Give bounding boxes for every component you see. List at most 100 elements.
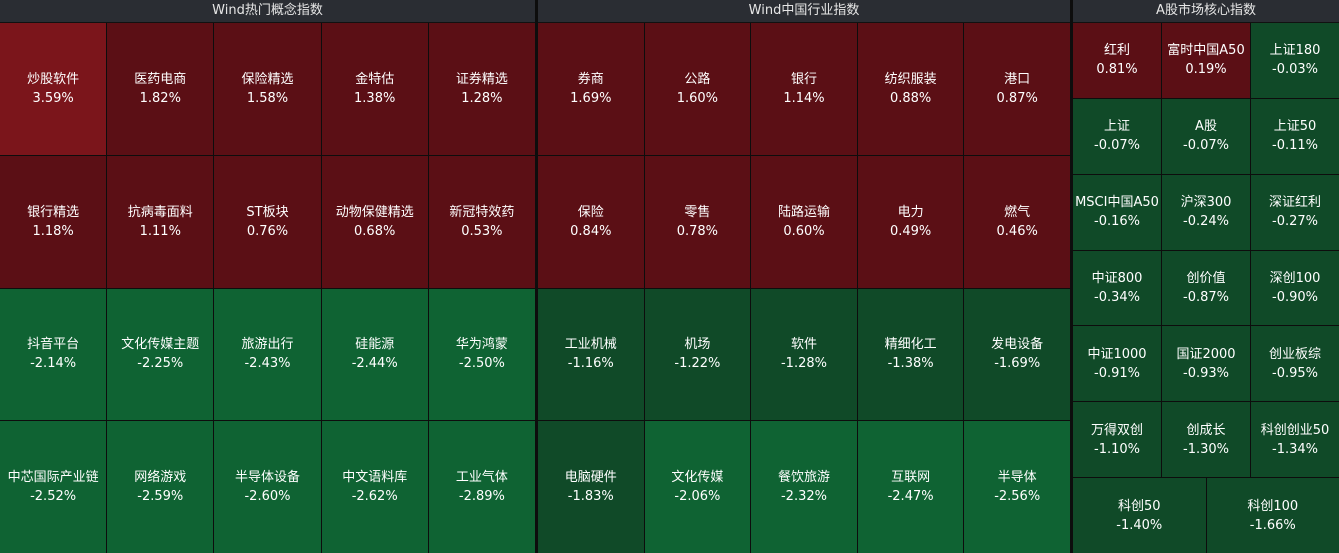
concept-tile[interactable]: 保险精选 1.58% (214, 23, 321, 155)
concept-tile[interactable]: 银行精选 1.18% (0, 155, 107, 288)
ashare-tile[interactable]: 上证 -0.07% (1073, 98, 1161, 174)
industry-tile[interactable]: 公路 1.60% (644, 23, 751, 155)
ashare-panel-title: A股市场核心指数 (1073, 0, 1339, 23)
index-name: 工业气体 (455, 470, 508, 486)
concept-tile[interactable]: 抗病毒面料 1.11% (107, 155, 214, 288)
index-change: 1.60% (676, 90, 719, 106)
industry-tile[interactable]: 互联网 -2.47% (857, 421, 964, 553)
index-name: 燃气 (1004, 204, 1031, 220)
index-change: -1.83% (567, 489, 614, 505)
concept-tile[interactable]: 文化传媒主题 -2.25% (107, 288, 214, 421)
index-change: -0.24% (1183, 214, 1229, 230)
ashare-tile[interactable]: 国证2000 -0.93% (1162, 326, 1250, 402)
concept-tile[interactable]: 炒股软件 3.59% (0, 23, 107, 155)
index-change: -1.34% (1272, 441, 1318, 457)
index-name: 软件 (790, 337, 817, 353)
index-change: -1.30% (1183, 441, 1229, 457)
ashare-tile[interactable]: 沪深300 -0.24% (1162, 174, 1250, 250)
index-name: 炒股软件 (27, 71, 80, 87)
concept-tile[interactable]: 新冠特效药 0.53% (428, 155, 535, 288)
industry-index-panel: Wind中国行业指数 券商 1.69% 公路 1.60% 银行 1.14% 纺织服装 0.88… (538, 0, 1070, 553)
index-change: 0.68% (354, 223, 396, 239)
ashare-tile[interactable]: 深证红利 -0.27% (1251, 174, 1339, 250)
index-change: -0.07% (1094, 138, 1140, 154)
industry-tile[interactable]: 电脑硬件 -1.83% (538, 421, 644, 553)
ashare-tile[interactable]: 万得双创 -1.10% (1073, 402, 1161, 478)
index-change: 0.53% (461, 223, 503, 239)
industry-tile[interactable]: 电力 0.49% (857, 155, 964, 288)
ashare-tile[interactable]: MSCI中国A50 -0.16% (1073, 174, 1161, 250)
index-name: 动物保健精选 (335, 204, 414, 220)
industry-tile[interactable]: 机场 -1.22% (644, 288, 751, 421)
index-change: 0.49% (889, 223, 932, 239)
index-change: -2.25% (137, 356, 184, 372)
ashare-tile[interactable]: 中证800 -0.34% (1073, 250, 1161, 326)
ashare-tile[interactable]: A股 -0.07% (1162, 98, 1250, 174)
ashare-tile[interactable]: 红利 0.81% (1073, 23, 1161, 98)
concept-tile[interactable]: 中芯国际产业链 -2.52% (0, 421, 107, 553)
index-change: -2.89% (458, 489, 505, 505)
ashare-tile[interactable]: 上证180 -0.03% (1251, 23, 1339, 98)
concept-tile[interactable]: 动物保健精选 0.68% (321, 155, 428, 288)
concept-tile[interactable]: 硅能源 -2.44% (321, 288, 428, 421)
industry-tile[interactable]: 纺织服装 0.88% (857, 23, 964, 155)
index-name: 机场 (684, 337, 711, 353)
index-change: 0.88% (889, 90, 932, 106)
index-name: 抖音平台 (27, 337, 80, 353)
ashare-tile[interactable]: 中证1000 -0.91% (1073, 326, 1161, 402)
industry-tile[interactable]: 文化传媒 -2.06% (644, 421, 751, 553)
ashare-tile[interactable]: 科创50 -1.40% (1073, 478, 1206, 553)
concept-tile[interactable]: 旅游出行 -2.43% (214, 288, 321, 421)
index-change: -2.32% (780, 489, 827, 505)
ashare-tile[interactable]: 科创创业50 -1.34% (1251, 402, 1339, 478)
concept-tile[interactable]: ST板块 0.76% (214, 155, 321, 288)
index-name: 港口 (1004, 71, 1031, 87)
ashare-tile[interactable]: 创价值 -0.87% (1162, 250, 1250, 326)
concept-tile[interactable]: 中文语料库 -2.62% (321, 421, 428, 553)
index-change: -2.44% (351, 356, 398, 372)
industry-tile[interactable]: 燃气 0.46% (964, 155, 1070, 288)
ashare-tile[interactable]: 富时中国A50 0.19% (1162, 23, 1250, 98)
index-name: 金特估 (355, 71, 395, 87)
concept-tile[interactable]: 抖音平台 -2.14% (0, 288, 107, 421)
ashare-tile[interactable]: 上证50 -0.11% (1251, 98, 1339, 174)
index-change: -2.14% (30, 356, 77, 372)
concept-tile[interactable]: 金特估 1.38% (321, 23, 428, 155)
index-name: 银行 (790, 71, 817, 87)
industry-tile[interactable]: 半导体 -2.56% (964, 421, 1070, 553)
industry-tile[interactable]: 餐饮旅游 -2.32% (751, 421, 857, 553)
index-name: 餐饮旅游 (777, 470, 830, 486)
industry-tile[interactable]: 软件 -1.28% (751, 288, 857, 421)
concept-tile[interactable]: 华为鸿蒙 -2.50% (428, 288, 535, 421)
concept-tile[interactable]: 半导体设备 -2.60% (214, 421, 321, 553)
ashare-tile[interactable]: 深创100 -0.90% (1251, 250, 1339, 326)
industry-heatmap: 券商 1.69% 公路 1.60% 银行 1.14% 纺织服装 0.88% 港口 0.87% 保险 0… (538, 23, 1070, 553)
industry-tile[interactable]: 银行 1.14% (751, 23, 857, 155)
concept-tile[interactable]: 工业气体 -2.89% (428, 421, 535, 553)
ashare-tile[interactable]: 科创100 -1.66% (1206, 478, 1339, 553)
concept-tile[interactable]: 证券精选 1.28% (428, 23, 535, 155)
industry-tile[interactable]: 精细化工 -1.38% (857, 288, 964, 421)
index-change: -0.03% (1272, 62, 1318, 78)
industry-tile[interactable]: 陆路运输 0.60% (751, 155, 857, 288)
concept-panel-title: Wind热门概念指数 (0, 0, 535, 23)
index-name: 陆路运输 (777, 204, 830, 220)
industry-tile[interactable]: 港口 0.87% (964, 23, 1070, 155)
index-name: 科创创业50 (1260, 422, 1330, 438)
index-change: 0.84% (570, 223, 612, 239)
index-change: -0.11% (1272, 138, 1318, 154)
index-change: -1.22% (674, 356, 721, 372)
industry-tile[interactable]: 保险 0.84% (538, 155, 644, 288)
industry-tile[interactable]: 工业机械 -1.16% (538, 288, 644, 421)
index-name: 旅游出行 (241, 337, 294, 353)
concept-tile[interactable]: 医药电商 1.82% (107, 23, 214, 155)
industry-tile[interactable]: 发电设备 -1.69% (964, 288, 1070, 421)
ashare-tile[interactable]: 创业板综 -0.95% (1251, 326, 1339, 402)
industry-tile[interactable]: 零售 0.78% (644, 155, 751, 288)
index-change: 3.59% (32, 90, 74, 106)
index-change: -2.59% (137, 489, 184, 505)
concept-tile[interactable]: 网络游戏 -2.59% (107, 421, 214, 553)
index-change: 1.38% (354, 90, 396, 106)
ashare-tile[interactable]: 创成长 -1.30% (1162, 402, 1250, 478)
industry-tile[interactable]: 券商 1.69% (538, 23, 644, 155)
